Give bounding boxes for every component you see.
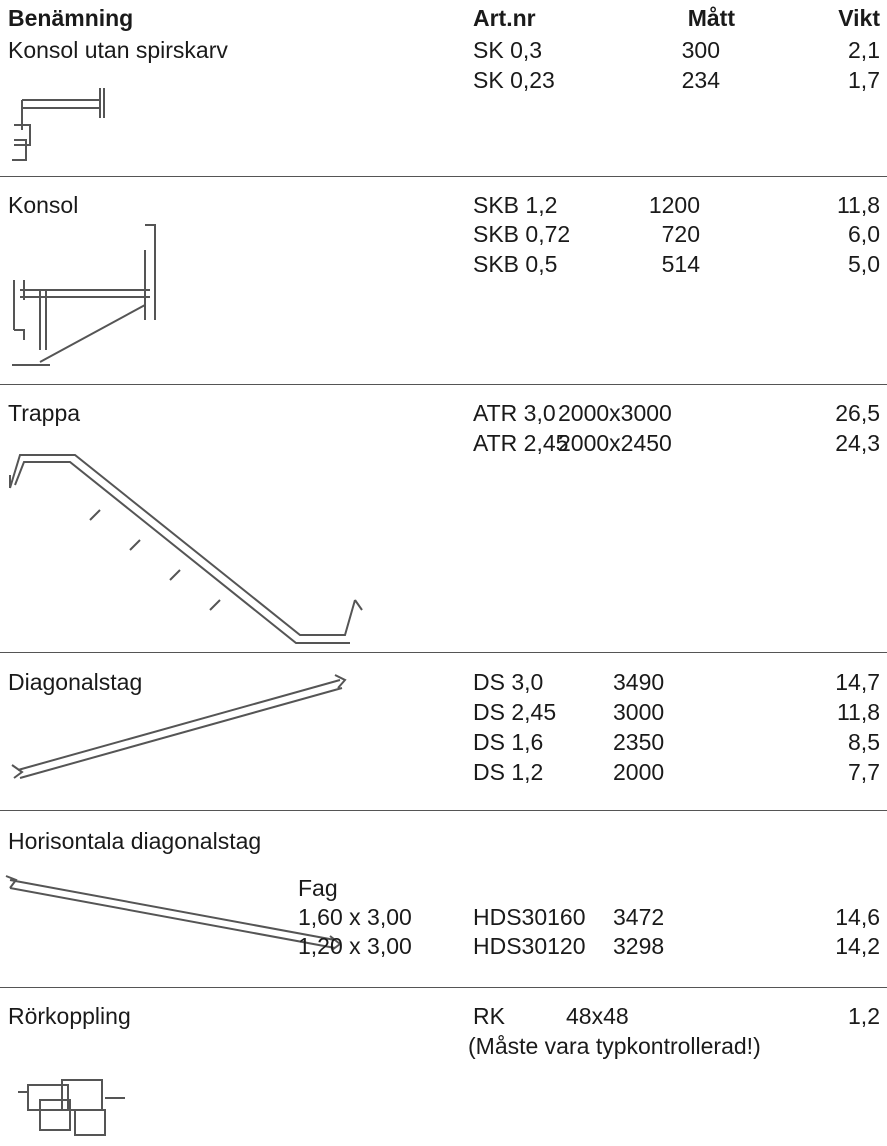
matt: 3472 [613,904,665,930]
separator [0,810,887,811]
vikt: 11,8 [836,699,880,725]
horisontala-diagonalstag-drawing [5,875,342,951]
vikt: 1,7 [848,67,880,93]
vikt: 11,8 [836,192,880,218]
art-nr: HDS30120 [473,933,586,959]
separator [0,987,887,988]
art-nr: HDS30160 [473,904,586,930]
matt: 3000 [613,699,665,725]
art-nr: SKB 1,2 [473,192,558,218]
art-nr: DS 1,2 [473,759,544,785]
vikt: 2,1 [848,37,880,63]
rorkoppling-drawing [18,1079,125,1136]
matt: 234 [681,67,720,93]
matt: 3298 [613,933,665,959]
fag-value: 1,20 x 3,00 [298,933,412,959]
section-name: Horisontala diagonalstag [8,828,262,854]
vikt: 8,5 [848,729,880,755]
konsol-utan-spirskarv-drawing [12,88,105,161]
art-nr: SKB 0,72 [473,221,571,247]
vikt: 14,2 [835,933,880,959]
fag-value: 1,60 x 3,00 [298,904,412,930]
matt: 514 [661,251,700,277]
column-header: Mått [687,5,735,31]
vikt: 7,7 [848,759,880,785]
diagonalstag-drawing [11,674,347,779]
section-name: Diagonalstag [8,669,143,695]
art-nr: DS 3,0 [473,669,544,695]
art-nr: DS 2,45 [473,699,557,725]
vikt: 6,0 [848,221,880,247]
konsol-drawing [12,224,156,366]
matt: 300 [681,37,720,63]
trappa-drawing [9,454,363,644]
vikt: 14,7 [835,669,880,695]
art-nr: SKB 0,5 [473,251,558,277]
separator [0,384,887,385]
vikt: 5,0 [848,251,880,277]
matt: 3490 [613,669,665,695]
fag-header: Fag [298,875,338,901]
vikt: 24,3 [835,430,880,456]
column-header: Art.nr [473,5,536,31]
section-name: Trappa [8,400,81,426]
art-nr: SK 0,23 [473,67,555,93]
matt: 1200 [648,192,700,218]
vikt: 1,2 [848,1003,880,1029]
matt: 2000x3000 [558,400,672,426]
matt: 48x48 [566,1003,629,1029]
art-nr: SK 0,3 [473,37,543,63]
art-nr: ATR 3,0 [473,400,556,426]
art-nr: ATR 2,45 [473,430,569,456]
separator [0,176,887,177]
section-name: Rörkoppling [8,1003,131,1029]
vikt: 26,5 [835,400,880,426]
art-nr: DS 1,6 [473,729,544,755]
column-header: Benämning [8,5,134,31]
separator [0,652,887,653]
matt: 720 [661,221,700,247]
section-name: Konsol utan spirskarv [8,37,228,63]
art-nr: RK [473,1003,505,1029]
matt: 2350 [613,729,665,755]
vikt: 14,6 [835,904,880,930]
note: (Måste vara typkontrollerad!) [468,1033,761,1059]
matt: 2000x2450 [558,430,672,456]
column-header: Vikt [838,5,880,31]
section-name: Konsol [8,192,79,218]
matt: 2000 [613,759,665,785]
